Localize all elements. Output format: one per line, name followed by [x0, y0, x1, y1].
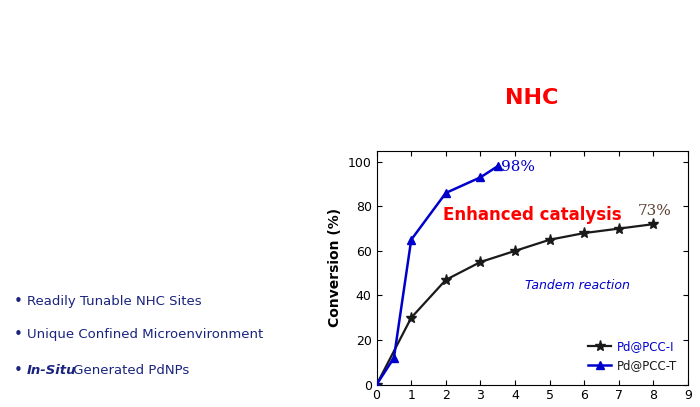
Text: •: •: [14, 327, 22, 341]
Legend: Pd@PCC-I, Pd@PCC-T: Pd@PCC-I, Pd@PCC-T: [583, 335, 682, 376]
Pd@PCC-T: [442, 190, 450, 195]
Text: •: •: [14, 363, 22, 378]
Text: Unique Confined Microenvironment: Unique Confined Microenvironment: [27, 328, 263, 341]
Pd@PCC-T: [390, 355, 398, 360]
Text: In-Situ: In-Situ: [27, 364, 77, 377]
Line: Pd@PCC-T: Pd@PCC-T: [372, 162, 502, 389]
Y-axis label: Conversion (%): Conversion (%): [328, 208, 342, 327]
Pd@PCC-I: [650, 222, 658, 227]
Pd@PCC-I: [511, 248, 519, 253]
Pd@PCC-I: [580, 231, 589, 236]
Line: Pd@PCC-I: Pd@PCC-I: [371, 219, 659, 390]
Text: 98%: 98%: [501, 160, 536, 174]
Text: Readily Tunable NHC Sites: Readily Tunable NHC Sites: [27, 295, 202, 308]
Pd@PCC-I: [372, 382, 381, 387]
Pd@PCC-I: [442, 278, 450, 282]
Text: 73%: 73%: [638, 204, 672, 218]
Text: Enhanced catalysis: Enhanced catalysis: [442, 206, 622, 224]
Text: Generated PdNPs: Generated PdNPs: [69, 364, 189, 377]
Pd@PCC-I: [407, 315, 415, 320]
Pd@PCC-I: [615, 226, 623, 231]
Pd@PCC-T: [494, 164, 502, 168]
Pd@PCC-I: [476, 260, 484, 265]
Pd@PCC-T: [407, 237, 415, 242]
Pd@PCC-T: [372, 382, 381, 387]
Pd@PCC-I: [545, 237, 554, 242]
Text: NHC: NHC: [505, 88, 559, 108]
Pd@PCC-T: [476, 175, 484, 180]
Text: Tandem reaction: Tandem reaction: [526, 279, 630, 292]
Text: •: •: [14, 294, 22, 309]
